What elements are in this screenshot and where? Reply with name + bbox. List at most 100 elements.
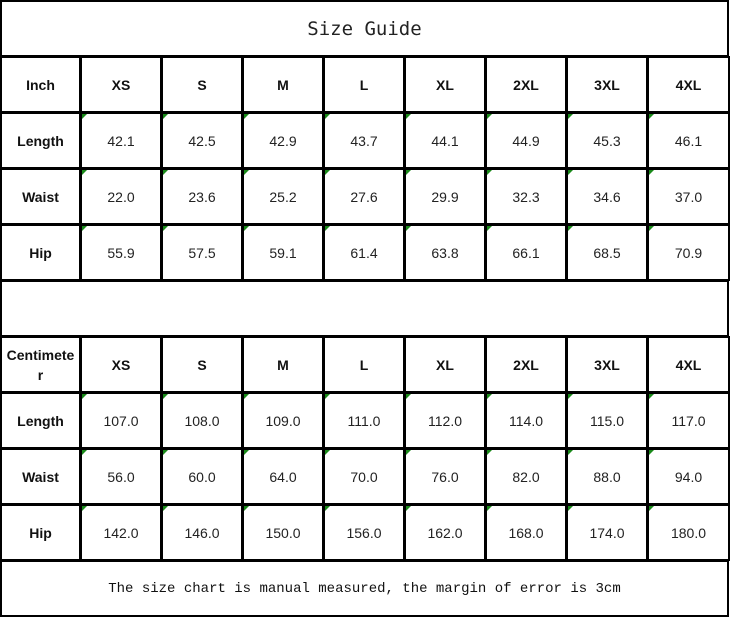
row-label: Waist <box>0 168 81 225</box>
size-header: XL <box>404 56 486 113</box>
size-header-text: XS <box>111 76 131 93</box>
table-cell: 180.0 <box>647 504 730 561</box>
size-header-text: 4XL <box>675 356 702 373</box>
table-cell: 42.9 <box>242 112 324 169</box>
table-cell: 22.0 <box>80 168 162 225</box>
table-cell-text: 70.9 <box>674 244 703 261</box>
table-cell: 82.0 <box>485 448 567 505</box>
table-cell: 111.0 <box>323 392 405 449</box>
table-cell-text: 25.2 <box>269 188 297 205</box>
size-header-text: M <box>277 76 289 93</box>
table-cell: 42.1 <box>80 112 162 169</box>
table-cell-text: 66.1 <box>512 244 540 261</box>
table-cell: 88.0 <box>566 448 648 505</box>
table-cell-text: 43.7 <box>350 132 378 149</box>
table-cell-text: 60.0 <box>188 468 216 485</box>
table-cell: 29.9 <box>404 168 486 225</box>
table-cell-text: 57.5 <box>188 244 216 261</box>
size-header-text: XL <box>436 76 454 93</box>
table-cell-text: 82.0 <box>512 468 540 485</box>
size-header: M <box>242 336 324 393</box>
table-cell: 44.9 <box>485 112 567 169</box>
table-cell-text: 44.1 <box>431 132 459 149</box>
size-header: 4XL <box>647 336 730 393</box>
table-cell: 61.4 <box>323 224 405 281</box>
table-cell: 150.0 <box>242 504 324 561</box>
size-header-text: L <box>359 76 369 93</box>
table-cell-text: 117.0 <box>671 412 706 429</box>
table-cell: 94.0 <box>647 448 730 505</box>
table-cell: 66.1 <box>485 224 567 281</box>
size-header: L <box>323 336 405 393</box>
size-header: 3XL <box>566 336 648 393</box>
table-cell: 25.2 <box>242 168 324 225</box>
row-label: Waist <box>0 448 81 505</box>
table-cell-text: 94.0 <box>674 468 703 485</box>
table-cell: 56.0 <box>80 448 162 505</box>
size-header: XS <box>80 336 162 393</box>
size-header: M <box>242 56 324 113</box>
table-cell: 64.0 <box>242 448 324 505</box>
table-cell-text: 42.1 <box>107 132 135 149</box>
table-cell-text: 61.4 <box>350 244 378 261</box>
table-cell-text: 107.0 <box>103 412 139 429</box>
table-cell-text: 76.0 <box>431 468 459 485</box>
table-cell: 37.0 <box>647 168 730 225</box>
row-label-text: Length <box>17 412 64 429</box>
table-cell: 45.3 <box>566 112 648 169</box>
table-cell-text: 46.1 <box>674 132 703 149</box>
table-cell-text: 23.6 <box>188 188 216 205</box>
size-header: XL <box>404 336 486 393</box>
table-cell: 57.5 <box>161 224 243 281</box>
table-cell: 107.0 <box>80 392 162 449</box>
size-header: 3XL <box>566 56 648 113</box>
table-cell: 156.0 <box>323 504 405 561</box>
table-cell-text: 37.0 <box>674 188 703 205</box>
table-cell: 44.1 <box>404 112 486 169</box>
table-cell: 112.0 <box>404 392 486 449</box>
unit-header-text: Inch <box>26 76 55 93</box>
table-cell: 76.0 <box>404 448 486 505</box>
table-cell-text: 70.0 <box>350 468 378 485</box>
table-cell-text: 63.8 <box>431 244 459 261</box>
size-header-text: S <box>197 76 207 93</box>
table-cell-text: 27.6 <box>350 188 378 205</box>
table-cell-text: 168.0 <box>508 524 544 541</box>
table-cell: 32.3 <box>485 168 567 225</box>
size-header: S <box>161 336 243 393</box>
table-cell-text: 44.9 <box>512 132 540 149</box>
table-cell-text: 111.0 <box>347 412 381 429</box>
size-header-text: L <box>359 356 369 373</box>
size-header: L <box>323 56 405 113</box>
table-cell: 108.0 <box>161 392 243 449</box>
size-header-text: XL <box>436 356 454 373</box>
table-cell-text: 22.0 <box>107 188 135 205</box>
table-cell: 55.9 <box>80 224 162 281</box>
size-header: 4XL <box>647 56 730 113</box>
size-header-text: S <box>197 356 207 373</box>
row-label-text: Waist <box>22 188 59 205</box>
table-cell-text: 108.0 <box>184 412 220 429</box>
table-cell: 70.9 <box>647 224 730 281</box>
unit-header: Inch <box>0 56 81 113</box>
table-cell-text: 56.0 <box>107 468 135 485</box>
table-cell: 168.0 <box>485 504 567 561</box>
table-cell-text: 114.0 <box>509 412 543 429</box>
table-cell: 115.0 <box>566 392 648 449</box>
table-cell: 46.1 <box>647 112 730 169</box>
table-cell-text: 88.0 <box>593 468 621 485</box>
table-cell-text: 180.0 <box>670 524 707 541</box>
table-cell-text: 29.9 <box>431 188 459 205</box>
footnote: The size chart is manual measured, the m… <box>0 560 729 617</box>
row-label-text: Waist <box>22 468 59 485</box>
spacer-row <box>0 280 729 337</box>
table-cell: 42.5 <box>161 112 243 169</box>
size-header-text: 2XL <box>513 356 539 373</box>
table-cell: 34.6 <box>566 168 648 225</box>
table-cell-text: 64.0 <box>269 468 297 485</box>
unit-header-text: Centimeter <box>6 346 75 383</box>
table-cell: 174.0 <box>566 504 648 561</box>
table-cell: 23.6 <box>161 168 243 225</box>
table-cell: 146.0 <box>161 504 243 561</box>
unit-header: Centimeter <box>0 336 81 393</box>
